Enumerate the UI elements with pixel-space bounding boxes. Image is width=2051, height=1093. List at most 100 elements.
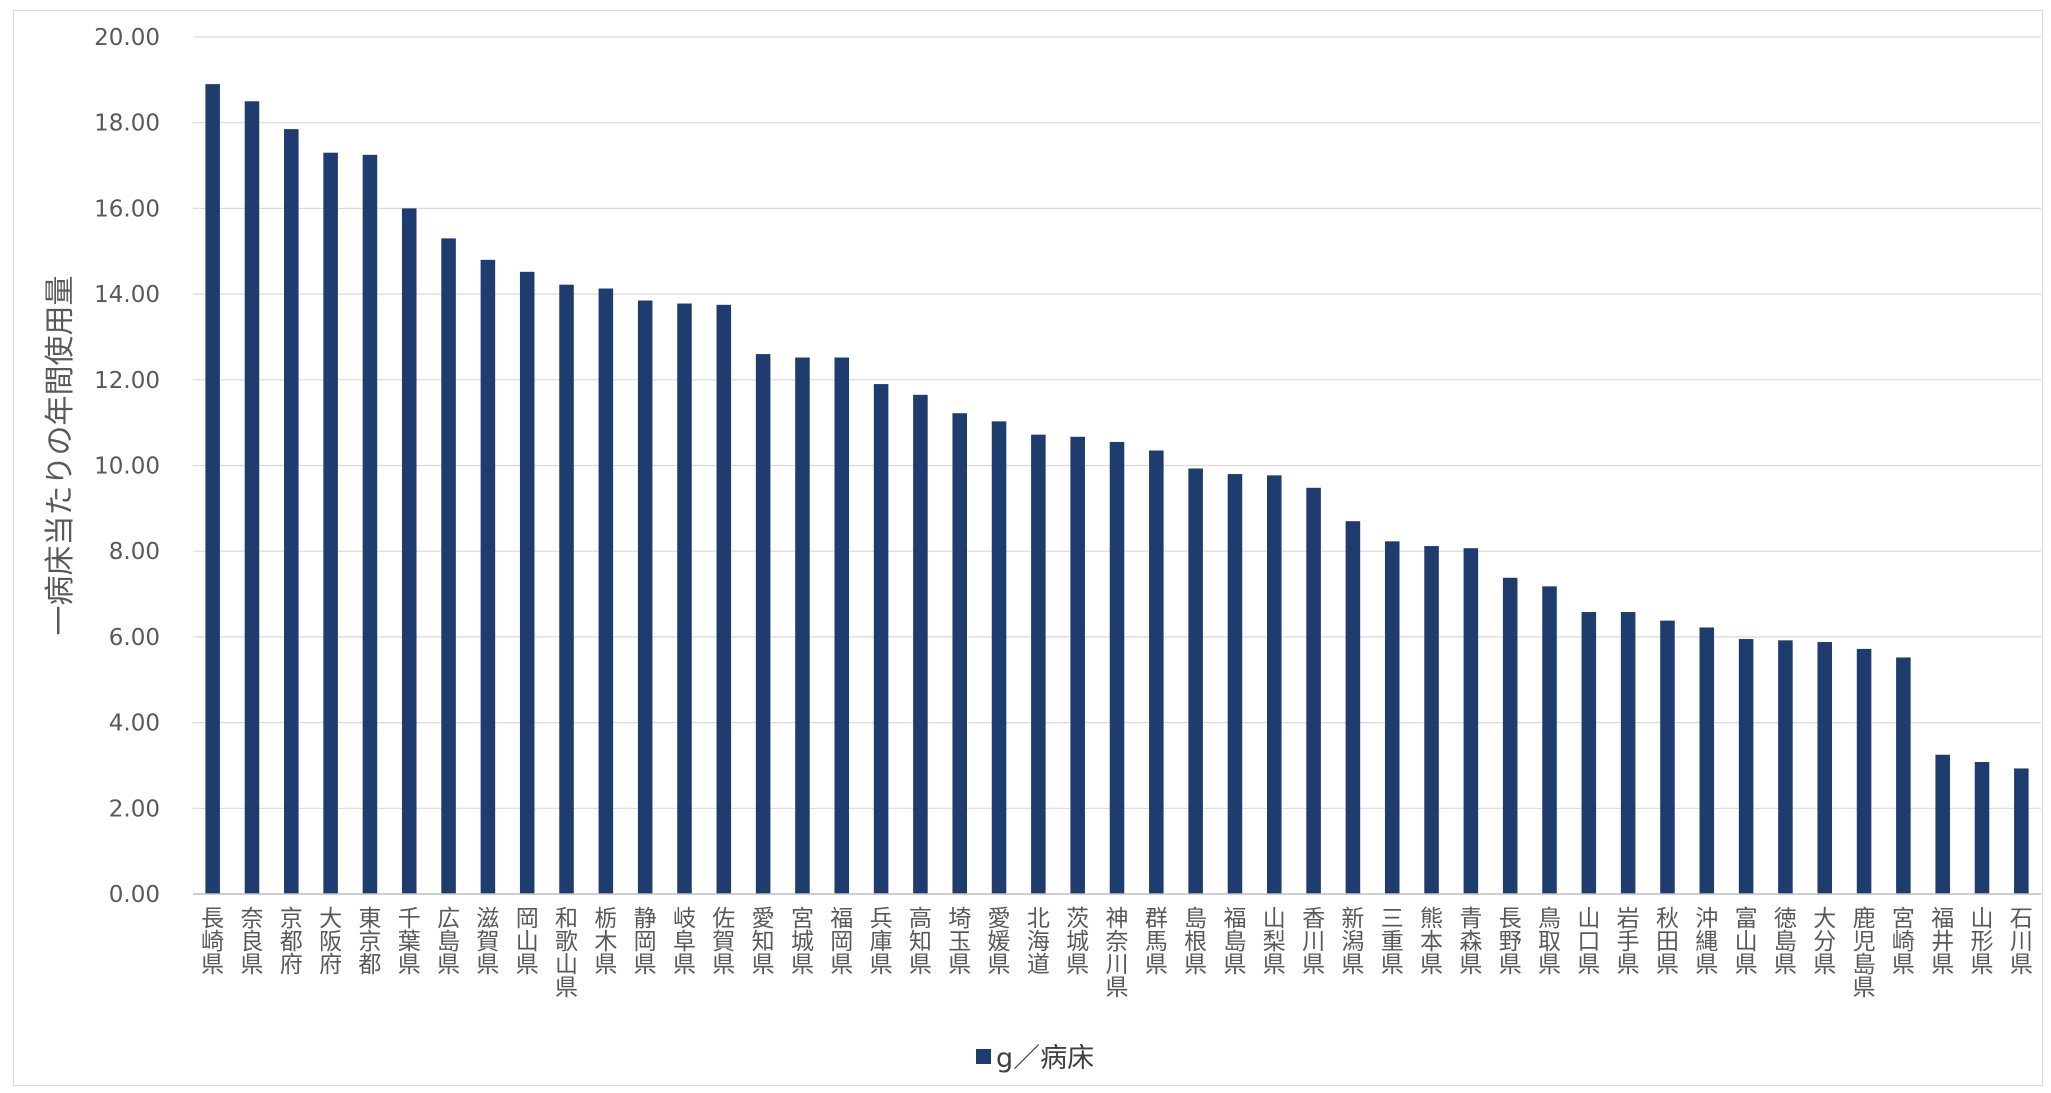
bar <box>1149 450 1164 894</box>
x-category-label: 佐賀県 <box>708 906 736 975</box>
x-category-label: 熊本県 <box>1416 906 1444 975</box>
y-tick-label: 20.00 <box>94 25 160 51</box>
gridlines <box>193 36 2041 809</box>
y-tick-label: 8.00 <box>109 539 160 565</box>
x-category-label: 千葉県 <box>393 906 421 975</box>
bar <box>1817 642 1833 894</box>
bar <box>1031 434 1046 894</box>
bar <box>795 357 810 894</box>
bar <box>1581 612 1597 894</box>
y-tick-label: 18.00 <box>94 111 160 137</box>
legend-label: g／病床 <box>996 1043 1094 1074</box>
y-tick-label: 12.00 <box>94 368 160 394</box>
x-category-label: 和歌山県 <box>551 906 579 998</box>
bar <box>1424 546 1439 894</box>
bar <box>1070 436 1085 894</box>
x-category-label: 滋賀県 <box>472 906 500 975</box>
x-category-label: 香川県 <box>1298 906 1326 975</box>
x-category-label: 埼玉県 <box>944 906 972 975</box>
x-category-label: 徳島県 <box>1769 906 1797 975</box>
y-tick-label: 14.00 <box>94 282 160 308</box>
bar <box>205 84 220 894</box>
bar <box>1463 548 1479 894</box>
bar <box>1109 441 1125 894</box>
x-category-label: 長崎県 <box>197 906 225 975</box>
bar <box>1935 754 1950 894</box>
x-category-label: 青森県 <box>1455 906 1483 975</box>
x-category-label: 岩手県 <box>1612 906 1640 975</box>
bar <box>913 394 928 894</box>
bar <box>1778 640 1793 894</box>
bar <box>1699 627 1715 894</box>
y-tick-label: 6.00 <box>109 625 160 651</box>
y-axis-label: 一病床当たりの年間使用量 <box>43 276 78 636</box>
bar <box>1345 521 1361 894</box>
bar <box>401 208 417 894</box>
x-category-label: 東京都 <box>354 906 382 975</box>
x-category-label: 愛媛県 <box>983 906 1011 975</box>
bar <box>716 304 732 894</box>
bar <box>873 384 889 894</box>
x-category-label: 鳥取県 <box>1534 906 1562 975</box>
bars <box>205 84 2029 895</box>
y-tick-label: 4.00 <box>109 711 160 737</box>
y-tick-label: 2.00 <box>109 796 160 822</box>
bar <box>1227 474 1243 894</box>
x-category-label: 山口県 <box>1573 906 1601 975</box>
x-category-label: 大分県 <box>1809 906 1837 975</box>
bar <box>1502 577 1518 894</box>
x-category-label: 島根県 <box>1180 906 1208 975</box>
bar <box>1738 639 1754 894</box>
bar <box>1620 612 1636 894</box>
x-category-label: 栃木県 <box>590 906 618 975</box>
x-category-label: 高知県 <box>904 906 932 975</box>
bar <box>1542 586 1557 894</box>
bar <box>284 129 299 894</box>
x-category-label: 新潟県 <box>1337 906 1365 975</box>
bar <box>677 303 692 895</box>
bar <box>362 154 378 894</box>
bar <box>1188 468 1203 894</box>
bar <box>244 101 260 894</box>
x-category-label: 三重県 <box>1376 906 1404 975</box>
legend-swatch <box>976 1049 991 1064</box>
x-category-label: 山梨県 <box>1258 906 1286 975</box>
x-category-label: 兵庫県 <box>865 906 893 975</box>
bar <box>637 300 653 895</box>
x-category-label: 静岡県 <box>629 906 657 975</box>
bar <box>1856 648 1872 894</box>
x-category-label: 神奈川県 <box>1101 906 1129 998</box>
x-category-label: 福島県 <box>1219 906 1247 975</box>
bar <box>1974 762 1990 894</box>
x-category-label: 愛知県 <box>747 906 775 975</box>
x-category-label: 富山県 <box>1730 906 1758 975</box>
x-category-label: 秋田県 <box>1651 906 1679 975</box>
x-category-label: 北海道 <box>1022 906 1050 975</box>
x-category-label: 福井県 <box>1927 906 1955 975</box>
bar <box>323 152 338 894</box>
bar <box>2014 768 2029 894</box>
bar <box>1384 541 1400 894</box>
bar <box>952 413 967 894</box>
bar <box>1660 620 1675 894</box>
bar <box>991 421 1007 894</box>
x-category-label: 大阪府 <box>315 906 343 975</box>
legend: g／病床 <box>976 1043 1094 1074</box>
x-category-label: 山形県 <box>1966 906 1994 975</box>
x-axis-categories: 長崎県 奈良県 京都府 大阪府 東京都 千葉県 広島県 滋賀県 岡山県 和歌山県 栃木県 静岡県 岐阜県… <box>197 906 2033 998</box>
x-category-label: 石川県 <box>2005 906 2033 975</box>
x-category-label: 福岡県 <box>826 906 854 975</box>
x-category-label: 長野県 <box>1494 906 1522 975</box>
bar <box>1306 487 1321 894</box>
x-category-label: 広島県 <box>433 906 461 975</box>
y-tick-label: 16.00 <box>94 196 160 222</box>
x-category-label: 宮城県 <box>786 906 814 975</box>
chart-area <box>13 10 2043 1086</box>
x-category-label: 鹿児島県 <box>1848 906 1876 998</box>
bar <box>559 284 574 895</box>
bar <box>598 288 614 894</box>
x-category-label: 宮崎県 <box>1887 906 1915 975</box>
y-tick-label: 0.00 <box>109 882 160 908</box>
bar <box>480 259 496 894</box>
